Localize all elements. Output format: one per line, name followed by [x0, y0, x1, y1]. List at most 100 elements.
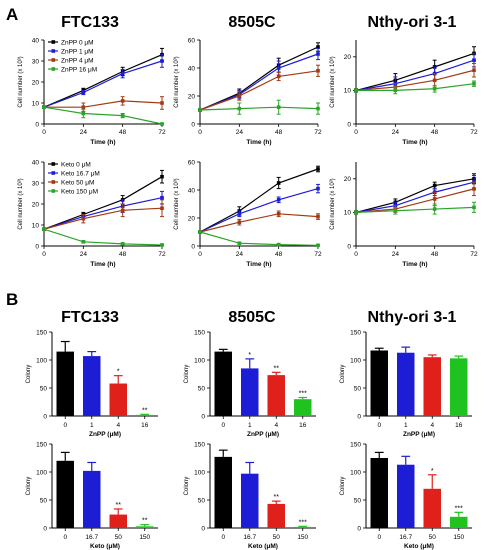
- significance-label: ***: [455, 505, 463, 512]
- data-point: [237, 241, 242, 245]
- significance-label: **: [274, 365, 280, 372]
- series-line: [43, 106, 163, 125]
- y-tick-label: 20: [188, 215, 196, 222]
- x-tick-label: 0: [63, 422, 67, 429]
- chart-b-8505c-keto: 0 50 100 150 Colony 0 16.7 50 ** 150 *** Keto (μM): [184, 441, 316, 550]
- x-tick-label: 1: [90, 422, 94, 429]
- x-tick-label: 16: [299, 422, 307, 429]
- bar: [450, 516, 468, 528]
- x-tick-label: 0: [198, 129, 202, 136]
- column-title-nthy-a: Nthy-ori 3-1: [368, 14, 457, 31]
- chart-a-nthy-znpp: 0 10 20 Cell number (x 10³) 0 24 48 72 Time (h): [330, 40, 478, 146]
- data-point: [472, 187, 476, 191]
- y-tick-label: 50: [40, 385, 48, 392]
- series-line: [199, 231, 319, 246]
- bar: [397, 464, 415, 528]
- x-tick-label: 1: [248, 422, 252, 429]
- y-axis-label: Cell number (x 10³): [330, 56, 336, 107]
- x-tick-label: 50: [115, 534, 123, 541]
- y-tick-label: 20: [344, 54, 352, 61]
- bar: [109, 514, 127, 528]
- data-point: [120, 99, 125, 103]
- bar: [214, 351, 232, 416]
- data-point: [472, 68, 476, 73]
- series-line: [43, 54, 163, 108]
- legend-marker: [51, 162, 56, 166]
- column-title-nthy-b: Nthy-ori 3-1: [368, 309, 457, 326]
- x-tick-label: 16: [141, 422, 149, 429]
- series-line: [355, 181, 475, 213]
- data-point: [160, 174, 164, 179]
- x-tick-label: 0: [354, 129, 358, 136]
- x-tick-label: 150: [453, 534, 464, 541]
- data-point: [276, 198, 281, 202]
- legend-entry: Keto 150 μM: [61, 188, 98, 195]
- y-tick-label: 0: [191, 121, 195, 128]
- x-axis-label: Keto (μM): [90, 543, 120, 550]
- y-tick-label: 60: [188, 159, 196, 166]
- x-tick-label: 72: [470, 129, 478, 136]
- data-point: [81, 216, 86, 221]
- y-tick-label: 100: [194, 469, 205, 476]
- y-tick-label: 10: [344, 210, 352, 217]
- data-point: [120, 208, 125, 213]
- y-tick-label: 10: [344, 88, 352, 95]
- data-point: [432, 183, 437, 188]
- x-axis-label: ZnPP (μM): [403, 431, 435, 438]
- significance-label: *: [431, 468, 434, 475]
- y-tick-label: 0: [357, 413, 361, 420]
- y-axis-label: Colony: [26, 477, 32, 496]
- x-tick-label: 48: [431, 129, 439, 136]
- data-point: [316, 52, 320, 56]
- legend-entry: ZnPP 4 μM: [61, 57, 94, 64]
- legend-entry: Keto 50 μM: [61, 179, 94, 186]
- y-tick-label: 40: [32, 37, 40, 44]
- column-title-8505c-a: 8505C: [228, 14, 276, 31]
- y-tick-label: 150: [36, 441, 47, 448]
- legend-marker: [51, 67, 56, 71]
- data-point: [160, 206, 164, 210]
- y-tick-label: 40: [188, 65, 196, 72]
- x-tick-label: 0: [377, 534, 381, 541]
- bar: [56, 351, 74, 416]
- x-axis-label: Keto (μM): [404, 543, 434, 550]
- data-point: [432, 78, 437, 83]
- data-point: [81, 90, 86, 95]
- series-line: [355, 188, 475, 213]
- data-point: [237, 94, 242, 98]
- legend-entry: ZnPP 1 μM: [61, 48, 94, 55]
- data-point: [472, 81, 476, 86]
- chart-a-8505c-keto: 0 20 40 60 Cell number (x 10³) 0 24 48 72 Time (h…: [174, 159, 322, 268]
- significance-label: **: [116, 502, 122, 509]
- x-axis-label: Time (h): [402, 261, 427, 268]
- x-tick-label: 24: [80, 129, 88, 136]
- bar: [450, 358, 468, 416]
- data-point: [276, 181, 281, 185]
- data-point: [81, 105, 86, 109]
- x-tick-label: 24: [236, 251, 244, 258]
- x-tick-label: 48: [431, 251, 439, 258]
- x-axis-label: Time (h): [90, 139, 115, 146]
- data-point: [198, 108, 202, 112]
- data-point: [81, 240, 86, 244]
- legend-marker: [51, 180, 56, 184]
- y-tick-label: 20: [32, 201, 40, 208]
- data-point: [160, 101, 164, 105]
- y-tick-label: 0: [35, 121, 39, 128]
- y-tick-label: 100: [36, 469, 47, 476]
- y-tick-label: 150: [36, 329, 47, 336]
- y-tick-label: 100: [36, 357, 47, 364]
- series-line: [199, 70, 319, 111]
- x-tick-label: 0: [221, 422, 225, 429]
- column-title-ftc133-a: FTC133: [61, 14, 119, 31]
- y-tick-label: 40: [32, 159, 40, 166]
- x-tick-label: 72: [158, 251, 166, 258]
- y-tick-label: 60: [188, 37, 196, 44]
- data-point: [316, 186, 320, 191]
- bar: [423, 357, 441, 416]
- y-axis-label: Colony: [340, 477, 346, 496]
- data-point: [354, 210, 358, 215]
- bar: [423, 488, 441, 528]
